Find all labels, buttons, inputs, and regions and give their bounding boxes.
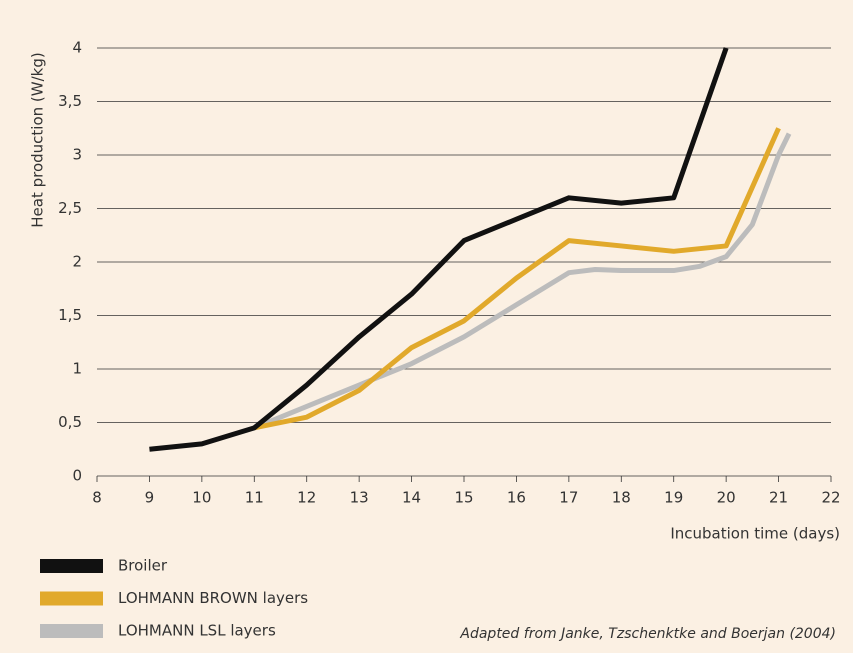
series-line (149, 47, 729, 452)
x-tick-label: 15 (454, 489, 473, 507)
x-tick-label: 13 (350, 489, 369, 507)
series-line (253, 127, 781, 431)
y-tick-label: 1,5 (58, 306, 82, 324)
legend-label: LOHMANN LSL layers (118, 622, 276, 640)
x-tick-label: 20 (717, 489, 736, 507)
legend-swatch (40, 591, 103, 606)
x-tick-label: 16 (507, 489, 526, 507)
x-tick-label: 21 (769, 489, 788, 507)
legend-label: Broiler (118, 557, 168, 575)
source-note: Adapted from Janke, Tzschenktke and Boer… (459, 626, 836, 642)
y-tick-label: 2 (72, 253, 82, 271)
x-axis-label: Incubation time (days) (670, 525, 840, 543)
legend-swatch (40, 559, 103, 573)
y-tick-label: 0 (72, 467, 82, 485)
y-tick-label: 1 (72, 360, 82, 378)
x-tick-label: 14 (402, 489, 421, 507)
x-tick-label: 18 (612, 489, 631, 507)
x-tick-label: 11 (245, 489, 264, 507)
x-tick-label: 12 (297, 489, 316, 507)
y-tick-label: 2,5 (58, 199, 82, 217)
y-axis-label: Heat production (W/kg) (29, 52, 47, 227)
x-tick-label: 9 (145, 489, 155, 507)
x-tick-label: 10 (192, 489, 211, 507)
x-tick-label: 19 (664, 489, 683, 507)
x-tick-label: 17 (559, 489, 578, 507)
legend-label: LOHMANN BROWN layers (118, 589, 308, 607)
x-tick-label: 8 (92, 489, 102, 507)
y-tick-label: 4 (72, 39, 82, 57)
y-tick-label: 3,5 (58, 92, 82, 110)
series-line (253, 132, 792, 431)
y-tick-label: 3 (72, 146, 82, 164)
x-tick-label: 22 (821, 489, 840, 507)
y-tick-label: 0,5 (58, 413, 82, 431)
legend-swatch (40, 624, 103, 638)
